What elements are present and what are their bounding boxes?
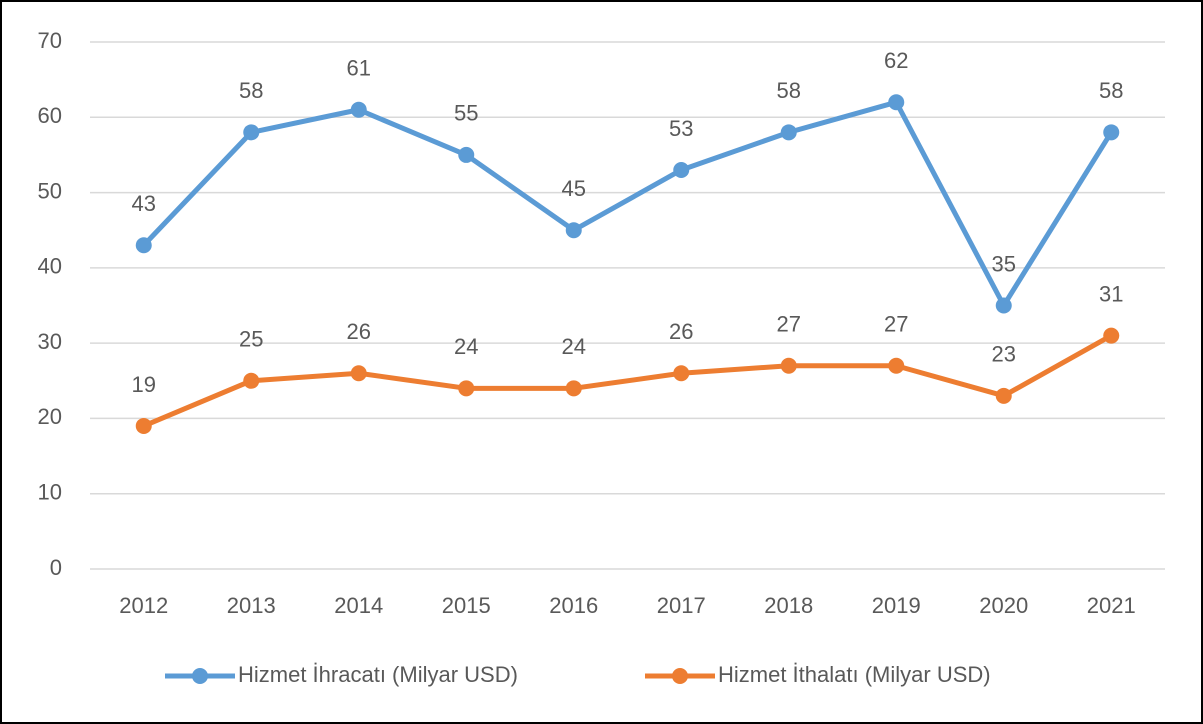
x-tick-label: 2017: [657, 593, 706, 618]
y-tick-label: 40: [38, 254, 62, 279]
x-tick-label: 2020: [979, 593, 1028, 618]
x-tick-label: 2012: [119, 593, 168, 618]
point-marker: [135, 237, 152, 254]
data-label: 27: [777, 312, 801, 337]
y-tick-label: 20: [38, 404, 62, 429]
data-label: 43: [132, 191, 156, 216]
data-label: 31: [1099, 281, 1123, 306]
data-label: 61: [347, 56, 371, 81]
data-label: 58: [777, 78, 801, 103]
x-tick-label: 2015: [442, 593, 491, 618]
point-marker: [995, 387, 1012, 404]
legend-label: Hizmet İhracatı (Milyar USD): [238, 662, 518, 687]
point-marker: [780, 357, 797, 374]
point-marker: [565, 222, 582, 239]
point-marker: [243, 124, 260, 141]
x-tick-label: 2014: [334, 593, 383, 618]
y-tick-label: 0: [50, 555, 62, 580]
legend-label: Hizmet İthalatı (Milyar USD): [718, 662, 991, 687]
point-marker: [135, 417, 152, 434]
data-label: 25: [239, 327, 263, 352]
point-marker: [780, 124, 797, 141]
point-marker: [1103, 124, 1120, 141]
y-tick-label: 10: [38, 480, 62, 505]
data-label: 58: [239, 78, 263, 103]
data-label: 55: [454, 101, 478, 126]
point-marker: [888, 357, 905, 374]
data-label: 45: [562, 176, 586, 201]
y-tick-label: 60: [38, 103, 62, 128]
data-label: 26: [347, 319, 371, 344]
point-marker: [458, 380, 475, 397]
series-line: [142, 333, 1113, 429]
data-label: 62: [884, 48, 908, 73]
x-tick-label: 2016: [549, 593, 598, 618]
legend-marker: [192, 668, 208, 684]
legend-marker: [672, 668, 688, 684]
point-marker: [673, 365, 690, 382]
point-marker: [995, 297, 1012, 314]
data-label: 26: [669, 319, 693, 344]
x-tick-label: 2013: [227, 593, 276, 618]
point-marker: [565, 380, 582, 397]
data-label: 53: [669, 116, 693, 141]
series-line: [141, 99, 1114, 308]
point-marker: [243, 372, 260, 389]
data-label: 58: [1099, 78, 1123, 103]
point-marker: [1103, 327, 1120, 344]
x-tick-label: 2021: [1087, 593, 1136, 618]
data-label: 24: [454, 334, 478, 359]
x-tick-label: 2018: [764, 593, 813, 618]
point-marker: [673, 161, 690, 178]
x-tick-label: 2019: [872, 593, 921, 618]
data-label: 24: [562, 334, 586, 359]
y-tick-label: 70: [38, 28, 62, 53]
point-marker: [350, 101, 367, 118]
data-label: 19: [132, 372, 156, 397]
data-label: 23: [992, 342, 1016, 367]
data-label: 27: [884, 312, 908, 337]
point-marker: [888, 94, 905, 111]
point-marker: [458, 146, 475, 163]
data-label: 35: [992, 251, 1016, 276]
y-tick-label: 30: [38, 329, 62, 354]
y-tick-label: 50: [38, 178, 62, 203]
point-marker: [350, 365, 367, 382]
